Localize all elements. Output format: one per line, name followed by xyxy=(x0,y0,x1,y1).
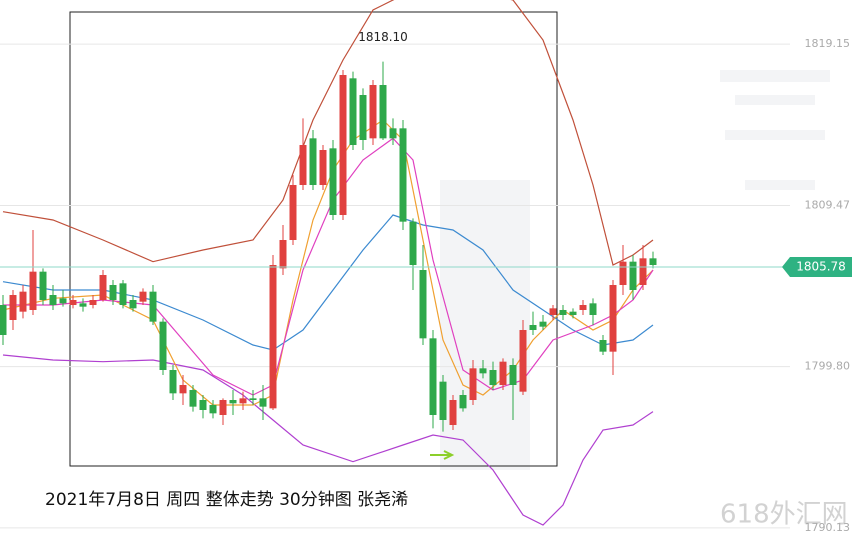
plot xyxy=(0,0,657,526)
watermark: 618外汇网 xyxy=(720,500,848,530)
candle-body xyxy=(329,148,337,215)
candle-body xyxy=(279,240,287,269)
candle-body xyxy=(259,398,267,407)
candle-body xyxy=(609,285,617,352)
candle-body xyxy=(589,303,597,315)
candle-body xyxy=(189,390,197,407)
candle-body xyxy=(229,400,237,404)
indicator-line xyxy=(2,214,654,351)
last-price-label: 1805.78 xyxy=(796,260,846,274)
candle-body xyxy=(99,275,107,300)
candle-body xyxy=(49,295,57,305)
candle-body xyxy=(499,361,507,385)
candle-body xyxy=(389,128,397,139)
y-tick-label: 1790.13 xyxy=(805,521,851,534)
candle-body xyxy=(29,271,37,310)
candle-body xyxy=(509,365,517,385)
candle-body xyxy=(309,138,317,185)
candle-body xyxy=(359,95,367,140)
candle-body xyxy=(579,305,587,310)
candle-body xyxy=(479,368,487,374)
y-tick-label: 1809.47 xyxy=(805,199,851,212)
candle-body xyxy=(139,291,147,302)
candle-body xyxy=(489,370,497,385)
candle-body xyxy=(9,295,17,320)
candle-body xyxy=(639,258,647,285)
candle-body xyxy=(399,128,407,222)
highlight-box xyxy=(69,11,558,467)
candle-body xyxy=(419,270,427,339)
indicator-line xyxy=(2,0,654,266)
candle-body xyxy=(79,303,87,307)
candle-body xyxy=(439,381,447,420)
candle-body xyxy=(409,221,417,265)
candle-body xyxy=(549,308,557,315)
candle-body xyxy=(339,75,347,215)
candle-body xyxy=(649,258,657,265)
candle-body xyxy=(69,300,77,305)
candle-body xyxy=(559,310,567,315)
candle-body xyxy=(219,400,227,415)
candle-body xyxy=(249,398,257,400)
arrow xyxy=(430,450,455,460)
candle-body xyxy=(19,291,27,312)
caption: 2021年7月8日 周四 整体走势 30分钟图 张尧浠 xyxy=(45,490,408,510)
candle-body xyxy=(269,265,277,409)
max-label: 1818.10 xyxy=(358,30,408,44)
candle-body xyxy=(569,311,577,315)
candle-body xyxy=(529,325,537,330)
candle-body xyxy=(519,330,527,392)
candle-body xyxy=(59,298,67,304)
candle-body xyxy=(369,85,377,139)
candle-body xyxy=(149,291,157,322)
candle-body xyxy=(159,321,167,370)
last-price-tag xyxy=(782,257,852,277)
y-tick-label: 1799.80 xyxy=(805,360,851,373)
candle-body xyxy=(379,85,387,139)
indicator-line xyxy=(3,137,654,396)
candle-body xyxy=(289,185,297,240)
candle-body xyxy=(239,398,247,404)
candle-body xyxy=(129,300,137,309)
candle-body xyxy=(429,338,437,415)
candle-body xyxy=(179,385,187,394)
candle-body xyxy=(449,400,457,425)
y-tick-label: 1819.15 xyxy=(805,37,851,50)
candle-body xyxy=(39,271,47,300)
candle-body xyxy=(469,368,477,400)
candle-body xyxy=(119,283,127,305)
candle-body xyxy=(0,305,7,335)
candle-body xyxy=(319,150,327,185)
candle-body xyxy=(349,78,357,145)
candle-body xyxy=(299,145,307,185)
candle-body xyxy=(629,261,637,290)
candle-body xyxy=(209,405,217,414)
candle-body xyxy=(109,285,117,300)
candle-body xyxy=(89,300,97,305)
candle-body xyxy=(169,370,177,394)
candle-body xyxy=(539,321,547,327)
candle-body xyxy=(199,400,207,410)
candle-body xyxy=(459,395,467,409)
candle-body xyxy=(619,261,627,285)
candle-body xyxy=(599,340,607,352)
